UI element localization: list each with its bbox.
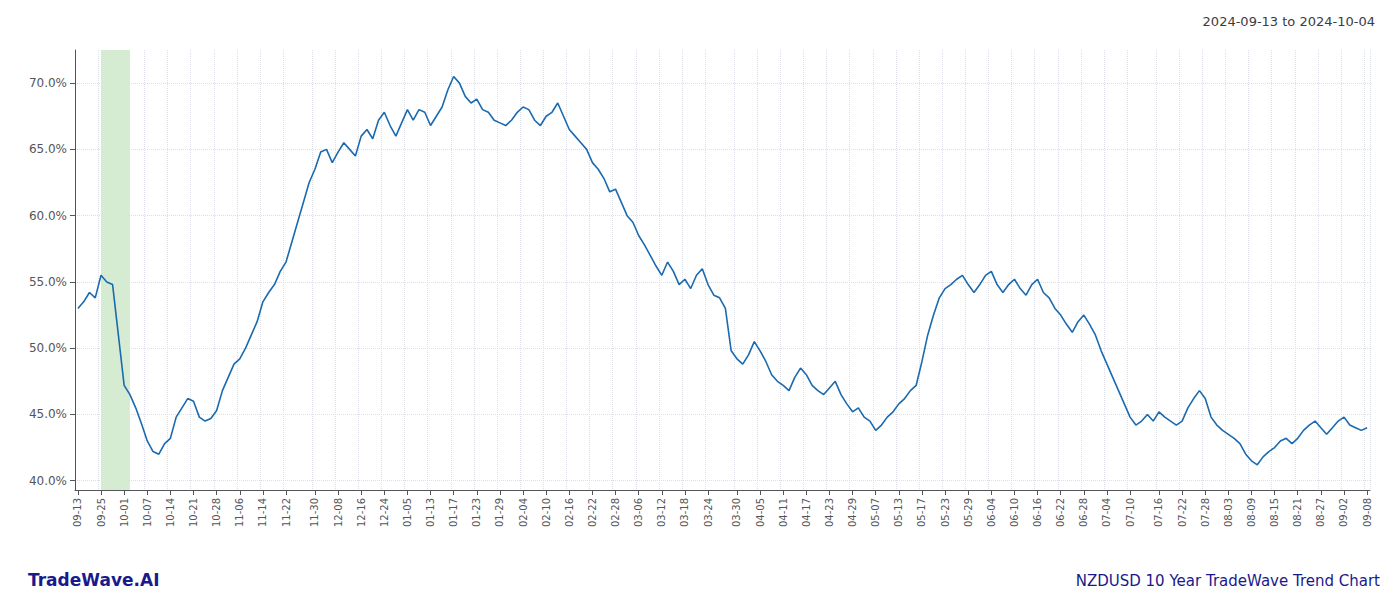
- svg-text:03-06: 03-06: [633, 498, 644, 527]
- svg-text:07-28: 07-28: [1200, 498, 1211, 527]
- svg-text:06-16: 06-16: [1032, 498, 1043, 527]
- svg-text:TradeWave.AI: TradeWave.AI: [28, 570, 159, 590]
- svg-text:55.0%: 55.0%: [29, 275, 67, 289]
- svg-text:02-28: 02-28: [610, 498, 621, 527]
- svg-text:07-22: 07-22: [1177, 498, 1188, 527]
- svg-text:12-24: 12-24: [379, 498, 390, 527]
- svg-text:50.0%: 50.0%: [29, 341, 67, 355]
- svg-text:06-28: 06-28: [1078, 498, 1089, 527]
- svg-text:05-07: 05-07: [870, 498, 881, 527]
- svg-text:04-11: 04-11: [778, 498, 789, 527]
- svg-text:10-07: 10-07: [142, 498, 153, 527]
- svg-text:40.0%: 40.0%: [29, 474, 67, 488]
- svg-text:12-08: 12-08: [333, 498, 344, 527]
- svg-text:05-23: 05-23: [940, 498, 951, 527]
- svg-text:08-15: 08-15: [1269, 498, 1280, 527]
- svg-text:01-13: 01-13: [425, 498, 436, 527]
- svg-text:09-13: 09-13: [72, 498, 83, 527]
- svg-text:65.0%: 65.0%: [29, 142, 67, 156]
- svg-text:70.0%: 70.0%: [29, 76, 67, 90]
- svg-text:08-21: 08-21: [1292, 498, 1303, 527]
- svg-text:01-05: 01-05: [402, 498, 413, 527]
- svg-text:11-14: 11-14: [257, 498, 268, 527]
- svg-text:05-17: 05-17: [916, 498, 927, 527]
- svg-text:10-21: 10-21: [188, 498, 199, 527]
- svg-text:2024-09-13 to 2024-10-04: 2024-09-13 to 2024-10-04: [1203, 14, 1375, 29]
- svg-text:08-03: 08-03: [1223, 498, 1234, 527]
- svg-text:03-30: 03-30: [731, 498, 742, 527]
- svg-text:NZDUSD 10 Year TradeWave Trend: NZDUSD 10 Year TradeWave Trend Chart: [1076, 572, 1380, 590]
- svg-text:11-30: 11-30: [309, 498, 320, 527]
- svg-text:04-05: 04-05: [755, 498, 766, 527]
- svg-text:10-14: 10-14: [165, 498, 176, 527]
- svg-text:60.0%: 60.0%: [29, 209, 67, 223]
- svg-text:03-18: 03-18: [679, 498, 690, 527]
- svg-text:04-23: 04-23: [824, 498, 835, 527]
- svg-text:08-27: 08-27: [1315, 498, 1326, 527]
- svg-text:02-04: 02-04: [518, 498, 529, 527]
- svg-text:05-13: 05-13: [893, 498, 904, 527]
- svg-text:02-16: 02-16: [564, 498, 575, 527]
- svg-text:10-01: 10-01: [119, 498, 130, 527]
- svg-text:45.0%: 45.0%: [29, 407, 67, 421]
- svg-text:11-22: 11-22: [281, 498, 292, 527]
- svg-text:06-10: 06-10: [1009, 498, 1020, 527]
- svg-text:01-17: 01-17: [448, 498, 459, 527]
- svg-text:10-28: 10-28: [211, 498, 222, 527]
- svg-text:08-09: 08-09: [1246, 498, 1257, 527]
- svg-text:03-12: 03-12: [656, 498, 667, 527]
- svg-text:01-29: 01-29: [494, 498, 505, 527]
- svg-text:09-08: 09-08: [1362, 498, 1373, 527]
- svg-text:09-25: 09-25: [96, 498, 107, 527]
- svg-text:07-16: 07-16: [1153, 498, 1164, 527]
- svg-text:07-04: 07-04: [1101, 498, 1112, 527]
- svg-text:11-06: 11-06: [234, 498, 245, 527]
- svg-text:06-22: 06-22: [1055, 498, 1066, 527]
- svg-text:07-10: 07-10: [1125, 498, 1136, 527]
- svg-text:03-24: 03-24: [703, 498, 714, 527]
- svg-text:04-17: 04-17: [801, 498, 812, 527]
- svg-text:02-10: 02-10: [541, 498, 552, 527]
- svg-text:12-16: 12-16: [356, 498, 367, 527]
- svg-text:05-29: 05-29: [963, 498, 974, 527]
- svg-text:04-29: 04-29: [847, 498, 858, 527]
- svg-text:09-02: 09-02: [1338, 498, 1349, 527]
- svg-text:02-22: 02-22: [587, 498, 598, 527]
- svg-text:01-23: 01-23: [471, 498, 482, 527]
- svg-text:06-04: 06-04: [986, 498, 997, 527]
